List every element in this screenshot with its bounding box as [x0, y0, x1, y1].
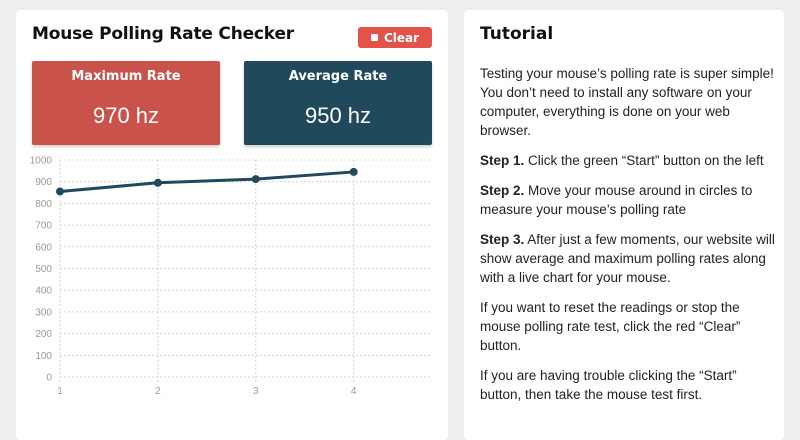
- y-tick-label: 0: [46, 373, 52, 384]
- clear-button-label: Clear: [383, 30, 420, 45]
- series-line: [59, 170, 354, 193]
- step-3-label: Step 3.: [480, 232, 525, 247]
- tutorial-body: Testing your mouse’s polling rate is sup…: [480, 64, 776, 415]
- y-tick-label: 800: [35, 199, 52, 210]
- maximum-rate-box: Maximum Rate 970 hz: [32, 61, 220, 145]
- polling-checker-panel: Mouse Polling Rate Checker Clear Maximum…: [16, 10, 448, 440]
- maximum-rate-value: 970 hz: [92, 103, 160, 128]
- tutorial-reset-note: If you want to reset the readings or sto…: [480, 300, 741, 353]
- tutorial-step-2: Step 2. Move your mouse around in circle…: [480, 181, 776, 219]
- tutorial-intro: Testing your mouse’s polling rate is sup…: [480, 66, 774, 138]
- y-tick-label: 500: [35, 264, 52, 275]
- checker-title: Mouse Polling Rate Checker: [32, 24, 294, 44]
- data-point: [251, 175, 260, 184]
- data-point: [349, 167, 358, 176]
- average-rate-value: 950 hz: [304, 103, 372, 128]
- tutorial-step-3: Step 3. After just a few moments, our we…: [480, 230, 776, 287]
- step-2-text: Move your mouse around in circles to mea…: [480, 183, 753, 217]
- y-tick-label: 100: [35, 351, 52, 362]
- x-tick-label: 3: [253, 386, 259, 397]
- tutorial-step-1: Step 1. Click the green “Start” button o…: [480, 151, 776, 170]
- step-2-label: Step 2.: [480, 183, 525, 198]
- polling-rate-chart: 0 100 200 300 400 500 600 700 800 900 1000 1 2 3 4: [30, 156, 432, 397]
- maximum-rate-label: Maximum Rate: [71, 69, 181, 84]
- y-tick-label: 300: [35, 307, 52, 318]
- tutorial-trouble-note: If you are having trouble clicking the “…: [480, 368, 737, 402]
- y-tick-label: 400: [35, 286, 52, 297]
- y-tick-label: 1000: [30, 156, 53, 167]
- data-point: [56, 187, 64, 196]
- stop-icon: [370, 34, 378, 41]
- y-tick-label: 700: [35, 221, 52, 232]
- x-tick-label: 4: [351, 386, 357, 397]
- data-point: [153, 178, 162, 187]
- tutorial-panel: Tutorial Testing your mouse’s polling ra…: [464, 10, 784, 440]
- step-3-text: After just a few moments, our website wi…: [480, 232, 775, 285]
- clear-button[interactable]: Clear: [358, 27, 432, 48]
- x-tick-label: 2: [155, 386, 161, 397]
- y-tick-label: 600: [35, 242, 52, 253]
- step-1-text: Click the green “Start” button on the le…: [524, 153, 764, 168]
- tutorial-title: Tutorial: [480, 24, 554, 44]
- average-rate-box: Average Rate 950 hz: [244, 61, 432, 145]
- y-tick-label: 900: [35, 177, 52, 188]
- average-rate-label: Average Rate: [288, 69, 388, 84]
- step-1-label: Step 1.: [480, 153, 525, 168]
- x-tick-label: 1: [57, 386, 63, 397]
- y-tick-label: 200: [35, 329, 52, 340]
